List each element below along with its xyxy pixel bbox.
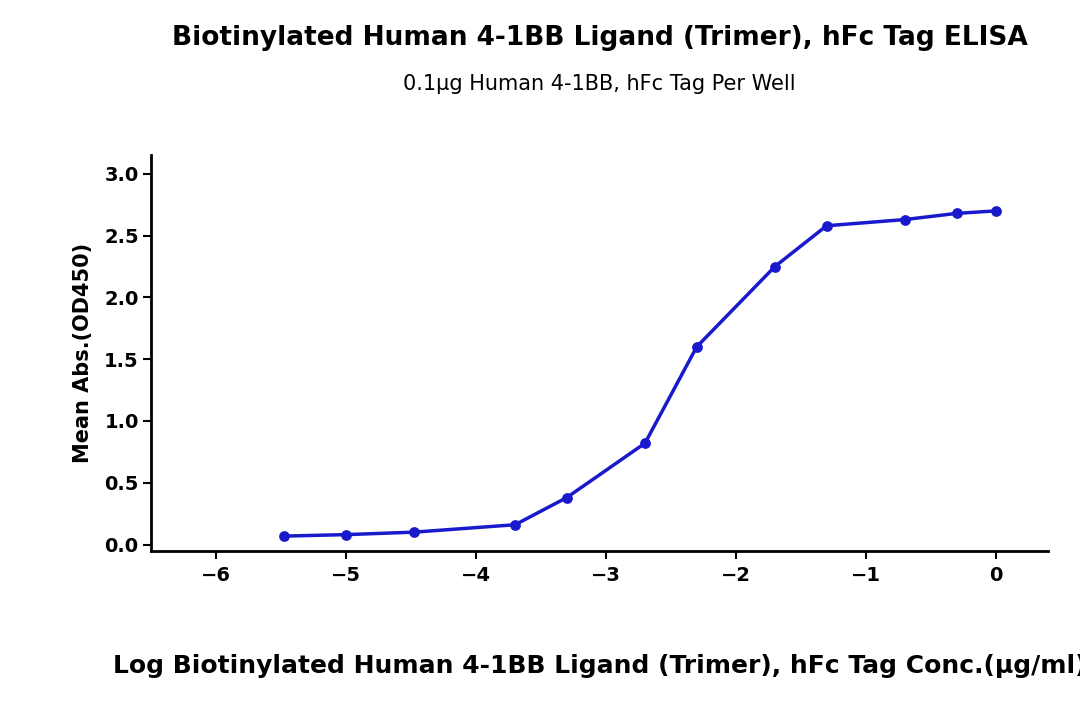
Point: [636, 438, 653, 449]
Point: [948, 208, 966, 219]
Text: Biotinylated Human 4-1BB Ligand (Trimer), hFc Tag ELISA: Biotinylated Human 4-1BB Ligand (Trimer)…: [172, 25, 1027, 51]
Point: [337, 529, 354, 540]
Text: 0.1μg Human 4-1BB, hFc Tag Per Well: 0.1μg Human 4-1BB, hFc Tag Per Well: [403, 74, 796, 94]
Point: [405, 527, 422, 538]
Point: [987, 205, 1004, 217]
Point: [558, 492, 576, 503]
Point: [818, 220, 835, 232]
Point: [275, 530, 293, 542]
Text: Log Biotinylated Human 4-1BB Ligand (Trimer), hFc Tag Conc.(μg/ml): Log Biotinylated Human 4-1BB Ligand (Tri…: [112, 654, 1080, 678]
Y-axis label: Mean Abs.(OD450): Mean Abs.(OD450): [73, 243, 93, 463]
Point: [896, 214, 914, 225]
Point: [767, 261, 784, 272]
Point: [688, 341, 705, 352]
Point: [507, 519, 524, 530]
